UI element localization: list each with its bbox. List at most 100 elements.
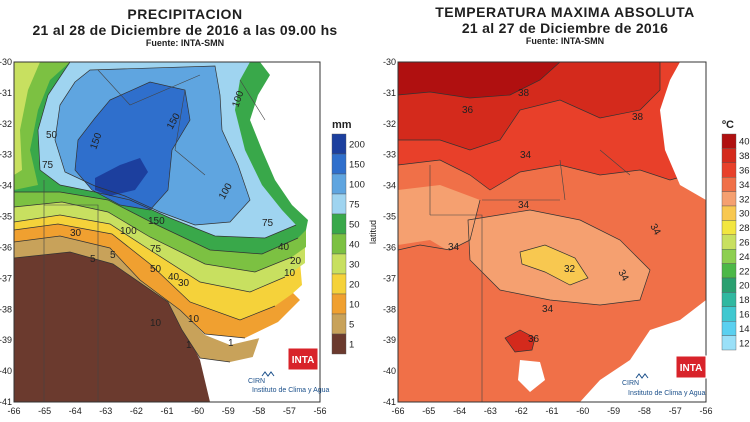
svg-text:Instituto de Clima y Agua: Instituto de Clima y Agua bbox=[628, 390, 706, 397]
precip-legend-label: 50 bbox=[349, 220, 360, 231]
temp-legend-swatch bbox=[721, 292, 737, 307]
temp-legend-swatch bbox=[721, 220, 737, 235]
precip-subtitle: 21 al 28 de Diciembre de 2016 a las 09.0… bbox=[32, 22, 338, 38]
temp-legend-swatch bbox=[721, 176, 737, 192]
precip-source: Fuente: INTA-SMN bbox=[145, 38, 225, 48]
temp-contour-label: 34 bbox=[520, 150, 532, 161]
temp-y-tick-label: -41 bbox=[383, 397, 396, 407]
temp-legend-label: 34 bbox=[739, 180, 750, 191]
svg-text:INTA: INTA bbox=[292, 355, 315, 366]
temp-x-axis: -66 -65 -64 -63 -62 -61 -60 -59 -58 -57 -56 bbox=[391, 406, 712, 416]
temp-source: Fuente: INTA-SMN bbox=[525, 36, 605, 46]
precip-legend-swatch bbox=[331, 253, 347, 275]
precip-y-tick-label: -32 bbox=[0, 119, 12, 129]
precip-legend-label: 1 bbox=[349, 340, 354, 351]
temp-x-tick-label: -62 bbox=[515, 406, 528, 416]
temp-legend-swatch bbox=[721, 321, 737, 336]
temp-y-tick-label: -38 bbox=[383, 304, 396, 314]
precip-legend-label: 200 bbox=[349, 140, 365, 151]
temp-y-tick-label: -33 bbox=[383, 150, 396, 160]
temp-legend-label: 14 bbox=[739, 324, 750, 335]
precip-y-tick-label: -30 bbox=[0, 57, 12, 67]
temp-legend-unit: ºC bbox=[722, 119, 734, 131]
precip-contour-label: 40 bbox=[278, 242, 290, 253]
precip-contour-label: 75 bbox=[150, 244, 162, 255]
precip-inta-logo: INTA bbox=[287, 347, 319, 371]
precip-legend: 200 150 100 75 50 40 30 20 10 5 1 bbox=[331, 133, 365, 355]
precip-y-tick-label: -39 bbox=[0, 335, 12, 345]
precip-legend-label: 100 bbox=[349, 180, 365, 191]
precip-legend-swatch bbox=[331, 333, 347, 355]
temp-x-tick-label: -66 bbox=[391, 406, 404, 416]
temp-legend-swatch bbox=[721, 148, 737, 163]
temp-x-tick-label: -63 bbox=[484, 406, 497, 416]
precip-y-tick-label: -34 bbox=[0, 181, 12, 191]
temp-y-tick-label: -35 bbox=[383, 212, 396, 222]
precip-contour-label: 30 bbox=[70, 228, 82, 239]
precip-contour-label: 10 bbox=[284, 268, 296, 279]
temp-y-tick-label: -40 bbox=[383, 366, 396, 376]
precip-contour-label: 40 bbox=[168, 272, 180, 283]
temp-legend-swatch bbox=[721, 133, 737, 149]
precip-title: PRECIPITACION bbox=[127, 6, 243, 22]
precip-legend-label: 40 bbox=[349, 240, 360, 251]
temp-legend-swatch bbox=[721, 277, 737, 293]
temp-legend-label: 38 bbox=[739, 151, 750, 162]
temp-x-tick-label: -56 bbox=[699, 406, 712, 416]
precip-legend-label: 10 bbox=[349, 300, 360, 311]
temp-legend-swatch bbox=[721, 263, 737, 279]
temp-y-tick-label: -37 bbox=[383, 273, 396, 283]
precip-x-tick-label: -65 bbox=[38, 406, 51, 416]
precip-legend-swatch bbox=[331, 133, 347, 155]
precip-legend-swatch bbox=[331, 293, 347, 315]
precip-contour-label: 1 bbox=[228, 338, 234, 349]
precip-contour-label: 50 bbox=[46, 130, 58, 141]
precip-x-tick-label: -61 bbox=[160, 406, 173, 416]
temp-legend-swatch bbox=[721, 335, 737, 351]
temp-contour-label: 34 bbox=[518, 200, 530, 211]
precip-x-tick-label: -57 bbox=[283, 406, 296, 416]
temp-contour-label: 36 bbox=[462, 105, 474, 116]
precip-legend-swatch bbox=[331, 233, 347, 255]
temp-legend-swatch bbox=[721, 306, 737, 322]
temp-contour-label: 32 bbox=[564, 264, 576, 275]
precip-x-tick-label: -63 bbox=[99, 406, 112, 416]
precip-contour-label: 5 bbox=[110, 250, 116, 261]
temp-contour-label: 36 bbox=[528, 334, 540, 345]
precip-contour-label: 30 bbox=[178, 278, 190, 289]
temp-x-tick-label: -57 bbox=[669, 406, 682, 416]
precip-y-tick-label: -36 bbox=[0, 242, 12, 252]
precip-title-block: PRECIPITACION 21 al 28 de Diciembre de 2… bbox=[0, 6, 370, 49]
precip-y-tick-label: -38 bbox=[0, 304, 12, 314]
temp-contour-label: 34 bbox=[542, 304, 554, 315]
precip-contour-label: 10 bbox=[150, 318, 162, 329]
temp-field bbox=[398, 62, 706, 402]
precip-y-tick-label: -37 bbox=[0, 273, 12, 283]
temp-legend-label: 36 bbox=[739, 166, 750, 177]
temp-contour-labels: 38 36 38 34 34 34 34 32 34 34 36 bbox=[448, 88, 663, 345]
precip-contour-label: 50 bbox=[150, 264, 162, 275]
precip-y-tick-label: -40 bbox=[0, 366, 12, 376]
temp-y-tick-label: -34 bbox=[383, 181, 396, 191]
precip-legend-unit: mm bbox=[332, 119, 352, 131]
temp-legend-swatch bbox=[721, 234, 737, 250]
precip-x-tick-label: -60 bbox=[191, 406, 204, 416]
precip-y-tick-label: -41 bbox=[0, 397, 12, 407]
temp-title: TEMPERATURA MAXIMA ABSOLUTA bbox=[435, 4, 695, 20]
temp-x-tick-label: -61 bbox=[545, 406, 558, 416]
precip-x-axis: -66 -65 -64 -63 -62 -61 -60 -59 -58 -57 -56 bbox=[7, 406, 326, 416]
temp-y-axis-title: latitud bbox=[368, 220, 378, 244]
temp-legend-label: 30 bbox=[739, 209, 750, 220]
temp-contour-label: 34 bbox=[615, 268, 630, 284]
precip-x-tick-label: -56 bbox=[313, 406, 326, 416]
precip-x-tick-label: -58 bbox=[252, 406, 265, 416]
precip-legend-label: 5 bbox=[349, 320, 354, 331]
precip-legend-swatch bbox=[331, 193, 347, 215]
temp-legend-label: 24 bbox=[739, 252, 750, 263]
temp-x-tick-label: -65 bbox=[422, 406, 435, 416]
precip-map-frame bbox=[13, 61, 321, 403]
precip-contour-label: 10 bbox=[188, 314, 200, 325]
temp-subtitle: 21 al 27 de Diciembre de 2016 bbox=[461, 20, 669, 36]
temp-legend-label: 18 bbox=[739, 295, 750, 306]
precip-y-tick-label: -31 bbox=[0, 88, 12, 98]
